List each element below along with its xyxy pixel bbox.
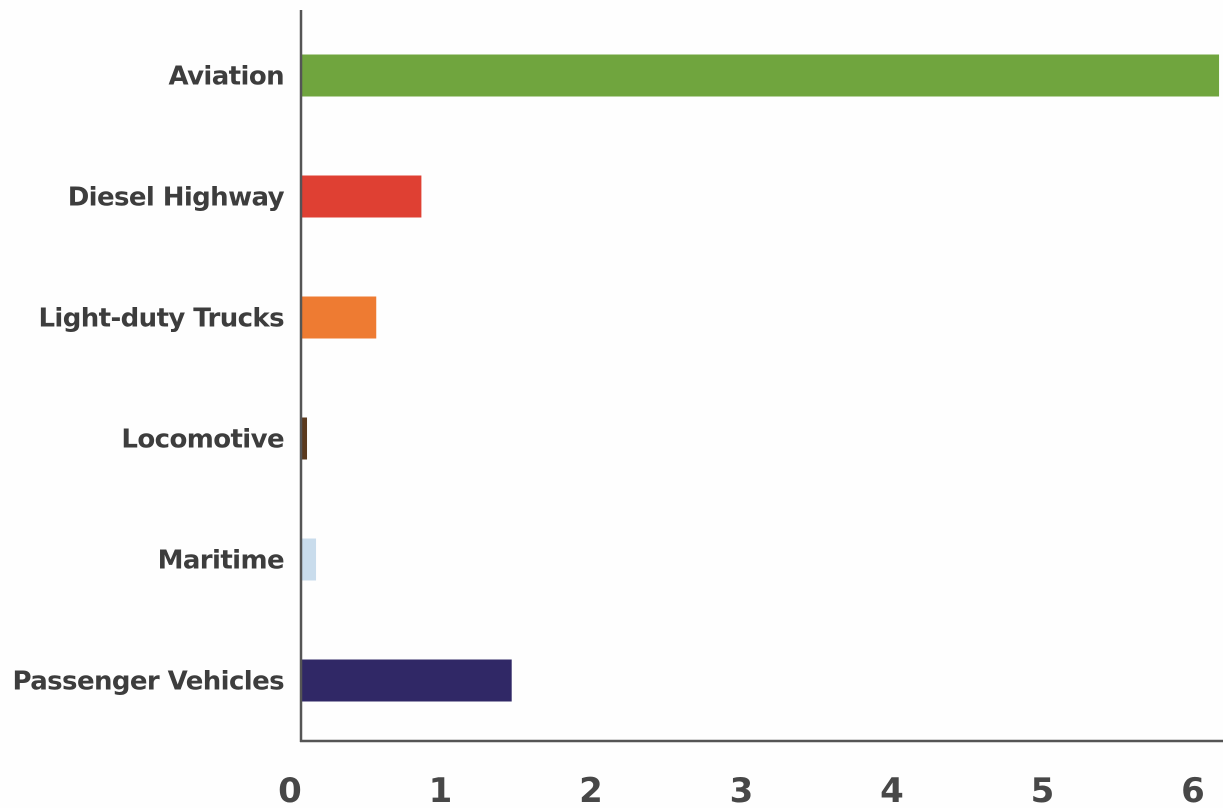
x-tick-label-6: 6 bbox=[1181, 771, 1205, 808]
category-label-aviation: Aviation bbox=[168, 62, 284, 92]
bar-locomotive bbox=[301, 417, 308, 460]
x-tick-labels-group: 0 1 2 3 4 5 6 bbox=[278, 771, 1205, 808]
category-label-light-duty-trucks: Light-duty Trucks bbox=[38, 304, 284, 334]
bar-maritime bbox=[301, 538, 317, 581]
category-label-diesel-highway: Diesel Highway bbox=[68, 183, 285, 213]
category-label-maritime: Maritime bbox=[158, 546, 284, 576]
x-tick-label-1: 1 bbox=[429, 771, 453, 808]
x-tick-label-3: 3 bbox=[730, 771, 754, 808]
bar-diesel-highway bbox=[301, 175, 422, 218]
bars-group bbox=[301, 54, 1220, 702]
bar-aviation bbox=[301, 54, 1220, 97]
category-label-locomotive: Locomotive bbox=[121, 425, 284, 455]
x-tick-label-4: 4 bbox=[880, 771, 904, 808]
category-label-passenger-vehicles: Passenger Vehicles bbox=[12, 667, 284, 697]
x-tick-label-0: 0 bbox=[278, 771, 302, 808]
x-tick-label-5: 5 bbox=[1031, 771, 1055, 808]
category-labels-group: Aviation Diesel Highway Light-duty Trucks L… bbox=[12, 62, 285, 697]
bar-passenger-vehicles bbox=[301, 659, 512, 702]
bar-light-duty-trucks bbox=[301, 296, 377, 339]
x-tick-label-2: 2 bbox=[579, 771, 603, 808]
